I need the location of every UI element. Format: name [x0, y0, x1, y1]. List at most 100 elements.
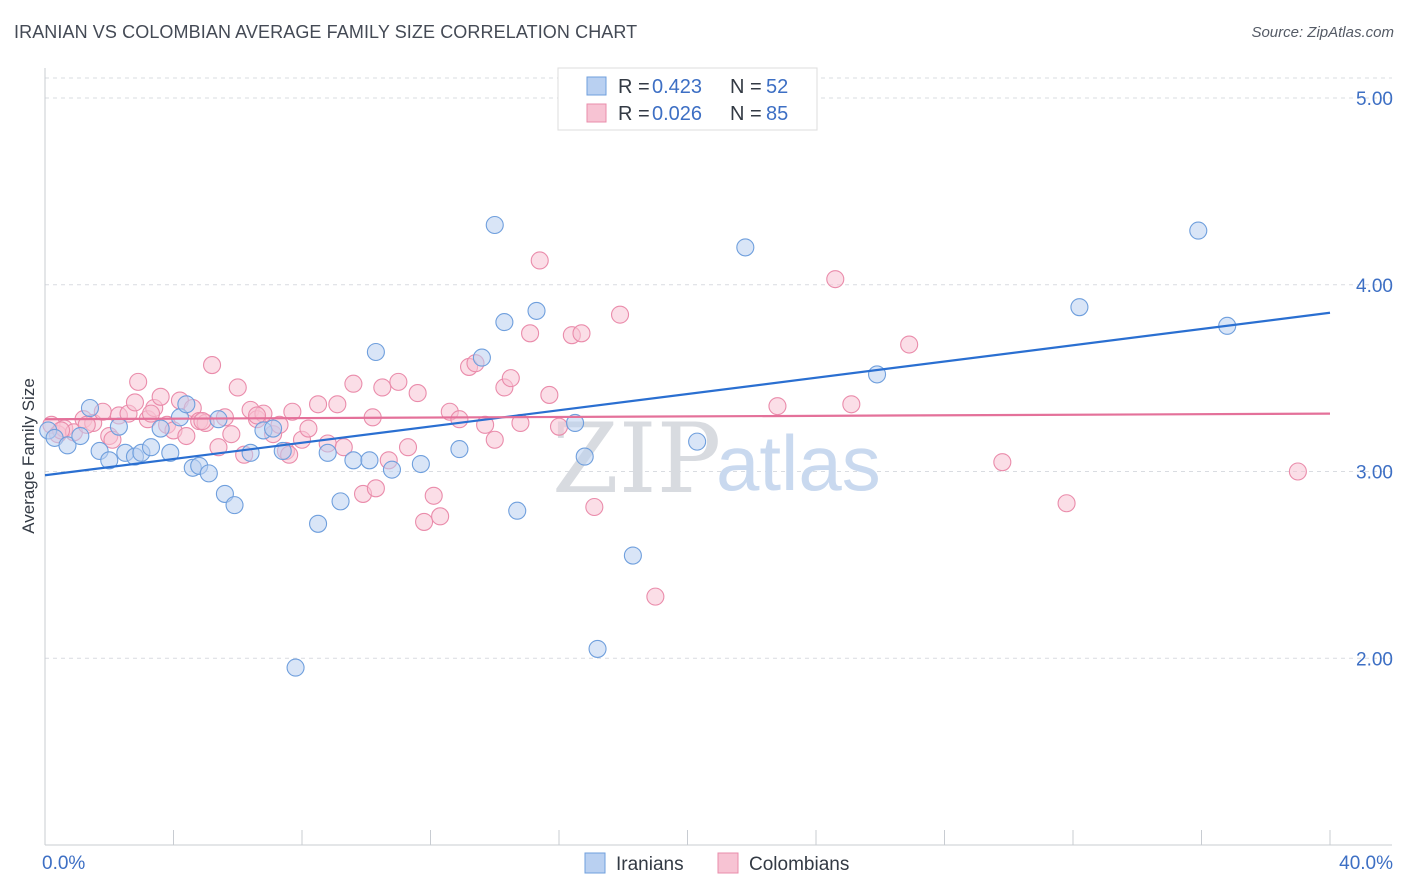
colombian-point-11	[129, 372, 148, 391]
legend-swatch-iranians-bottom	[584, 852, 606, 874]
colombian-point-63	[540, 385, 559, 404]
legend-r-label-iranians: R =	[618, 76, 650, 98]
colombian-point-71	[826, 270, 845, 289]
watermark: ZIP atlas	[552, 403, 881, 515]
legend-label-iranians: Iranians	[616, 854, 684, 875]
colombian-point-51	[431, 507, 450, 526]
colombian-point-44	[373, 378, 392, 397]
colombian-trend-line	[44, 412, 1331, 421]
series-colombians-points	[42, 251, 1307, 606]
colombian-point-72	[842, 395, 861, 414]
legend-swatch-iranians	[586, 76, 607, 96]
iranian-point-37	[485, 215, 504, 235]
y-tick-label-3: 5.00	[1356, 89, 1393, 110]
colombian-point-66	[572, 324, 591, 343]
source-label: Source: ZipAtlas.com	[1251, 24, 1394, 41]
legend-swatch-colombians-bottom	[717, 852, 739, 874]
iranian-point-3	[71, 426, 90, 446]
trendlines	[44, 311, 1331, 477]
iranian-point-35	[450, 440, 469, 459]
colombian-point-61	[521, 324, 540, 343]
colombian-point-25	[222, 425, 241, 444]
iranian-point-18	[199, 464, 218, 483]
y-tick-label-2: 4.00	[1356, 276, 1393, 297]
iranian-point-7	[109, 417, 128, 436]
series-iranians-points	[39, 215, 1237, 677]
colombian-point-37	[309, 395, 328, 414]
iranian-point-31	[360, 451, 379, 470]
y-tick-labels: 2.00 3.00 4.00 5.00	[1356, 89, 1393, 670]
iranian-point-4	[80, 398, 100, 418]
iranian-point-33	[382, 460, 402, 479]
iranian-point-22	[241, 443, 260, 462]
watermark-atlas: atlas	[716, 419, 881, 507]
colombian-point-69	[646, 587, 665, 606]
colombian-point-75	[1057, 494, 1076, 513]
y-tick-label-1: 3.00	[1356, 463, 1393, 484]
colombian-point-26	[228, 378, 247, 397]
colombian-point-46	[389, 372, 408, 391]
colombian-point-81	[193, 412, 212, 431]
iranian-point-36	[472, 348, 491, 367]
x-tick-label-1: 40.0%	[1339, 853, 1393, 874]
x-tick-label-0: 0.0%	[42, 853, 85, 874]
legend-n-value-iranians: 52	[766, 76, 788, 98]
iranian-point-42	[575, 447, 594, 466]
iranian-point-43	[588, 639, 607, 658]
colombian-point-47	[398, 438, 418, 457]
iranian-point-6	[100, 451, 119, 470]
gridlines	[45, 77, 1392, 659]
colombian-point-14	[151, 387, 170, 406]
colombian-point-70	[768, 397, 787, 416]
y-axis-label: Average Family Size	[19, 378, 38, 534]
colombian-point-57	[485, 430, 504, 449]
iranian-point-24	[264, 419, 283, 438]
iranian-point-45	[688, 432, 707, 451]
iranian-point-48	[1070, 298, 1089, 317]
legend-r-value-colombians: 0.026	[652, 103, 702, 125]
iranian-point-46	[736, 238, 755, 257]
colombian-point-64	[549, 417, 569, 436]
iranian-point-40	[527, 301, 546, 320]
colombian-point-22	[203, 356, 222, 375]
colombian-point-59	[501, 369, 520, 388]
iranian-trend-line	[44, 311, 1331, 477]
iranian-point-38	[495, 313, 514, 332]
colombian-point-36	[299, 419, 318, 438]
iranian-point-2	[58, 436, 77, 455]
colombian-point-48	[408, 384, 427, 403]
colombian-point-62	[530, 251, 549, 270]
legend-n-label-iranians: N =	[730, 76, 762, 98]
colombian-point-77	[366, 479, 385, 498]
colombian-point-74	[993, 453, 1012, 472]
colombian-point-50	[424, 486, 443, 505]
colombian-point-67	[585, 497, 604, 517]
axes	[44, 68, 1392, 846]
iranian-point-44	[623, 546, 642, 565]
colombian-point-79	[247, 406, 267, 425]
legend-label-colombians: Colombians	[749, 854, 849, 875]
legend-n-value-colombians: 85	[766, 103, 788, 125]
y-tick-label-0: 2.00	[1356, 649, 1393, 670]
legend-swatch-colombians	[586, 103, 607, 123]
colombian-point-34	[283, 402, 302, 421]
iranian-point-29	[331, 492, 350, 511]
iranian-point-39	[508, 501, 527, 520]
colombian-point-76	[1288, 462, 1307, 481]
iranian-point-30	[344, 451, 363, 470]
colombian-point-53	[450, 410, 469, 429]
iranian-point-13	[161, 443, 180, 462]
colombian-point-18	[177, 426, 196, 446]
iranian-point-27	[309, 514, 328, 533]
colombian-point-68	[610, 305, 630, 324]
iranian-point-49	[1189, 221, 1208, 240]
colombian-point-40	[334, 438, 353, 457]
legend-r-label-colombians: R =	[618, 103, 650, 125]
colombian-point-41	[344, 374, 363, 393]
colombian-point-10	[125, 393, 144, 412]
iranian-point-12	[151, 419, 170, 438]
iranian-point-41	[566, 413, 585, 433]
colombian-point-49	[415, 512, 434, 531]
chart-title: IRANIAN VS COLOMBIAN AVERAGE FAMILY SIZE…	[14, 22, 638, 42]
